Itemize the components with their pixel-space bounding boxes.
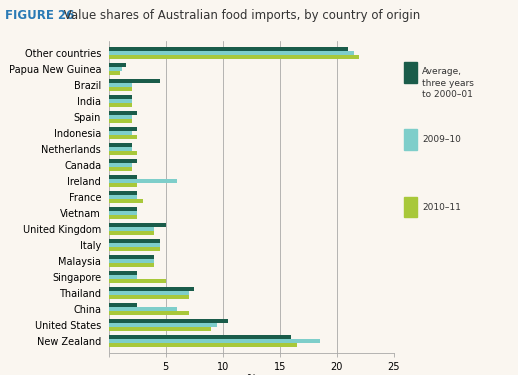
Text: 2010–11: 2010–11 <box>422 202 461 211</box>
Bar <box>109 147 132 151</box>
Bar <box>109 334 291 339</box>
X-axis label: %: % <box>246 374 256 375</box>
Bar <box>109 183 137 187</box>
Bar <box>109 55 359 59</box>
Bar <box>109 111 137 115</box>
Text: 2009–10: 2009–10 <box>422 135 461 144</box>
Bar <box>109 175 137 179</box>
Bar <box>109 263 154 267</box>
Bar <box>109 247 160 251</box>
Bar <box>109 207 137 211</box>
Bar <box>109 319 228 322</box>
Bar <box>109 310 189 315</box>
Text: Average,
three years
to 2000–01: Average, three years to 2000–01 <box>422 68 474 99</box>
Bar <box>109 127 137 131</box>
Bar <box>109 231 154 235</box>
Bar <box>109 83 132 87</box>
Bar <box>109 259 154 263</box>
Bar <box>109 227 154 231</box>
Bar <box>109 339 320 342</box>
Bar <box>109 167 132 171</box>
Bar <box>109 135 137 139</box>
Bar <box>109 239 160 243</box>
Bar <box>109 119 132 123</box>
Bar <box>109 195 137 199</box>
Bar <box>109 303 137 307</box>
Bar <box>109 327 211 330</box>
Bar <box>109 47 348 51</box>
Bar <box>109 103 132 107</box>
Text: Value shares of Australian food imports, by country of origin: Value shares of Australian food imports,… <box>60 9 420 22</box>
Bar <box>109 151 137 155</box>
Bar <box>109 211 137 215</box>
Bar <box>109 67 122 71</box>
Bar <box>109 286 194 291</box>
Bar <box>109 131 132 135</box>
Bar <box>109 87 132 91</box>
Bar <box>109 179 177 183</box>
Bar <box>109 199 143 203</box>
Bar <box>109 342 297 346</box>
Bar <box>109 99 132 103</box>
Bar <box>109 95 132 99</box>
Bar <box>109 255 154 259</box>
Bar <box>109 243 160 247</box>
Bar <box>109 51 354 55</box>
Bar <box>109 291 189 295</box>
Bar <box>109 271 137 274</box>
Bar <box>109 79 160 83</box>
Bar <box>109 159 137 163</box>
Bar <box>109 191 137 195</box>
Bar <box>109 71 120 75</box>
Text: FIGURE 26: FIGURE 26 <box>5 9 75 22</box>
Bar <box>109 223 166 227</box>
Bar <box>109 322 217 327</box>
Bar <box>109 279 166 283</box>
Bar <box>109 163 132 167</box>
Bar <box>109 295 189 298</box>
Bar <box>109 115 132 119</box>
Bar <box>109 143 132 147</box>
Bar <box>109 274 137 279</box>
Bar <box>109 215 137 219</box>
Bar <box>109 307 177 310</box>
Bar <box>109 63 126 67</box>
